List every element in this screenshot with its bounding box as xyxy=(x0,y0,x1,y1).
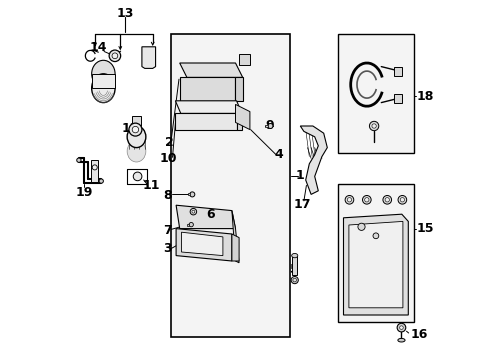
Text: 1: 1 xyxy=(295,169,304,182)
Polygon shape xyxy=(91,160,98,182)
Circle shape xyxy=(292,278,296,282)
Circle shape xyxy=(357,223,365,230)
Circle shape xyxy=(371,124,375,128)
Ellipse shape xyxy=(397,338,404,342)
Circle shape xyxy=(92,165,97,170)
Text: 2: 2 xyxy=(164,136,173,149)
Polygon shape xyxy=(236,113,242,130)
Circle shape xyxy=(345,195,353,204)
Circle shape xyxy=(382,195,391,204)
Circle shape xyxy=(189,222,193,227)
Circle shape xyxy=(372,233,378,239)
Polygon shape xyxy=(176,205,235,229)
Polygon shape xyxy=(231,211,239,263)
Text: 11: 11 xyxy=(142,179,159,192)
Text: 18: 18 xyxy=(416,90,433,103)
Text: 6: 6 xyxy=(205,208,214,221)
Bar xyxy=(188,193,190,195)
Text: 4: 4 xyxy=(274,148,283,161)
Polygon shape xyxy=(132,116,141,126)
Polygon shape xyxy=(175,113,236,130)
Polygon shape xyxy=(235,104,249,130)
Bar xyxy=(264,125,267,127)
Text: 10: 10 xyxy=(159,152,176,165)
Polygon shape xyxy=(181,232,223,256)
Circle shape xyxy=(399,326,403,329)
Circle shape xyxy=(346,198,351,202)
Text: 7: 7 xyxy=(163,224,171,237)
Polygon shape xyxy=(300,126,326,194)
Circle shape xyxy=(290,276,298,284)
Circle shape xyxy=(189,192,194,197)
Circle shape xyxy=(362,195,370,204)
Text: 19: 19 xyxy=(76,186,93,199)
Ellipse shape xyxy=(91,60,115,87)
Circle shape xyxy=(396,323,405,332)
Bar xyxy=(337,184,413,322)
Text: 8: 8 xyxy=(163,189,172,202)
Circle shape xyxy=(384,198,388,202)
Circle shape xyxy=(190,208,196,215)
Polygon shape xyxy=(231,234,239,261)
Text: 16: 16 xyxy=(409,328,427,341)
Text: 14: 14 xyxy=(90,41,107,54)
Text: 12: 12 xyxy=(122,122,139,135)
Ellipse shape xyxy=(127,140,145,162)
Text: 5: 5 xyxy=(289,263,298,276)
Circle shape xyxy=(364,198,368,202)
Polygon shape xyxy=(348,221,402,308)
Polygon shape xyxy=(179,63,242,77)
Polygon shape xyxy=(175,101,242,113)
Circle shape xyxy=(368,121,378,131)
Polygon shape xyxy=(235,77,242,101)
Text: 15: 15 xyxy=(416,222,433,235)
Polygon shape xyxy=(176,229,231,261)
Circle shape xyxy=(99,179,103,183)
Circle shape xyxy=(112,53,118,59)
Text: 17: 17 xyxy=(293,198,310,211)
Text: 3: 3 xyxy=(163,242,171,255)
Circle shape xyxy=(267,123,272,129)
Polygon shape xyxy=(343,214,407,315)
Bar xyxy=(291,256,297,275)
Circle shape xyxy=(399,198,404,202)
Polygon shape xyxy=(393,94,401,103)
Ellipse shape xyxy=(91,74,115,103)
Circle shape xyxy=(109,50,121,62)
Text: 9: 9 xyxy=(265,119,273,132)
Circle shape xyxy=(129,123,142,136)
Circle shape xyxy=(77,158,81,162)
Circle shape xyxy=(133,172,142,181)
Polygon shape xyxy=(239,54,249,65)
Ellipse shape xyxy=(127,126,145,148)
Circle shape xyxy=(397,195,406,204)
Polygon shape xyxy=(142,47,155,68)
Ellipse shape xyxy=(291,253,297,258)
Polygon shape xyxy=(393,67,401,76)
Text: 13: 13 xyxy=(116,7,133,20)
Bar xyxy=(170,34,289,337)
Polygon shape xyxy=(179,77,235,101)
Bar xyxy=(337,34,413,153)
Circle shape xyxy=(192,210,194,213)
Polygon shape xyxy=(91,74,115,88)
Bar xyxy=(186,224,189,226)
Circle shape xyxy=(132,126,139,133)
